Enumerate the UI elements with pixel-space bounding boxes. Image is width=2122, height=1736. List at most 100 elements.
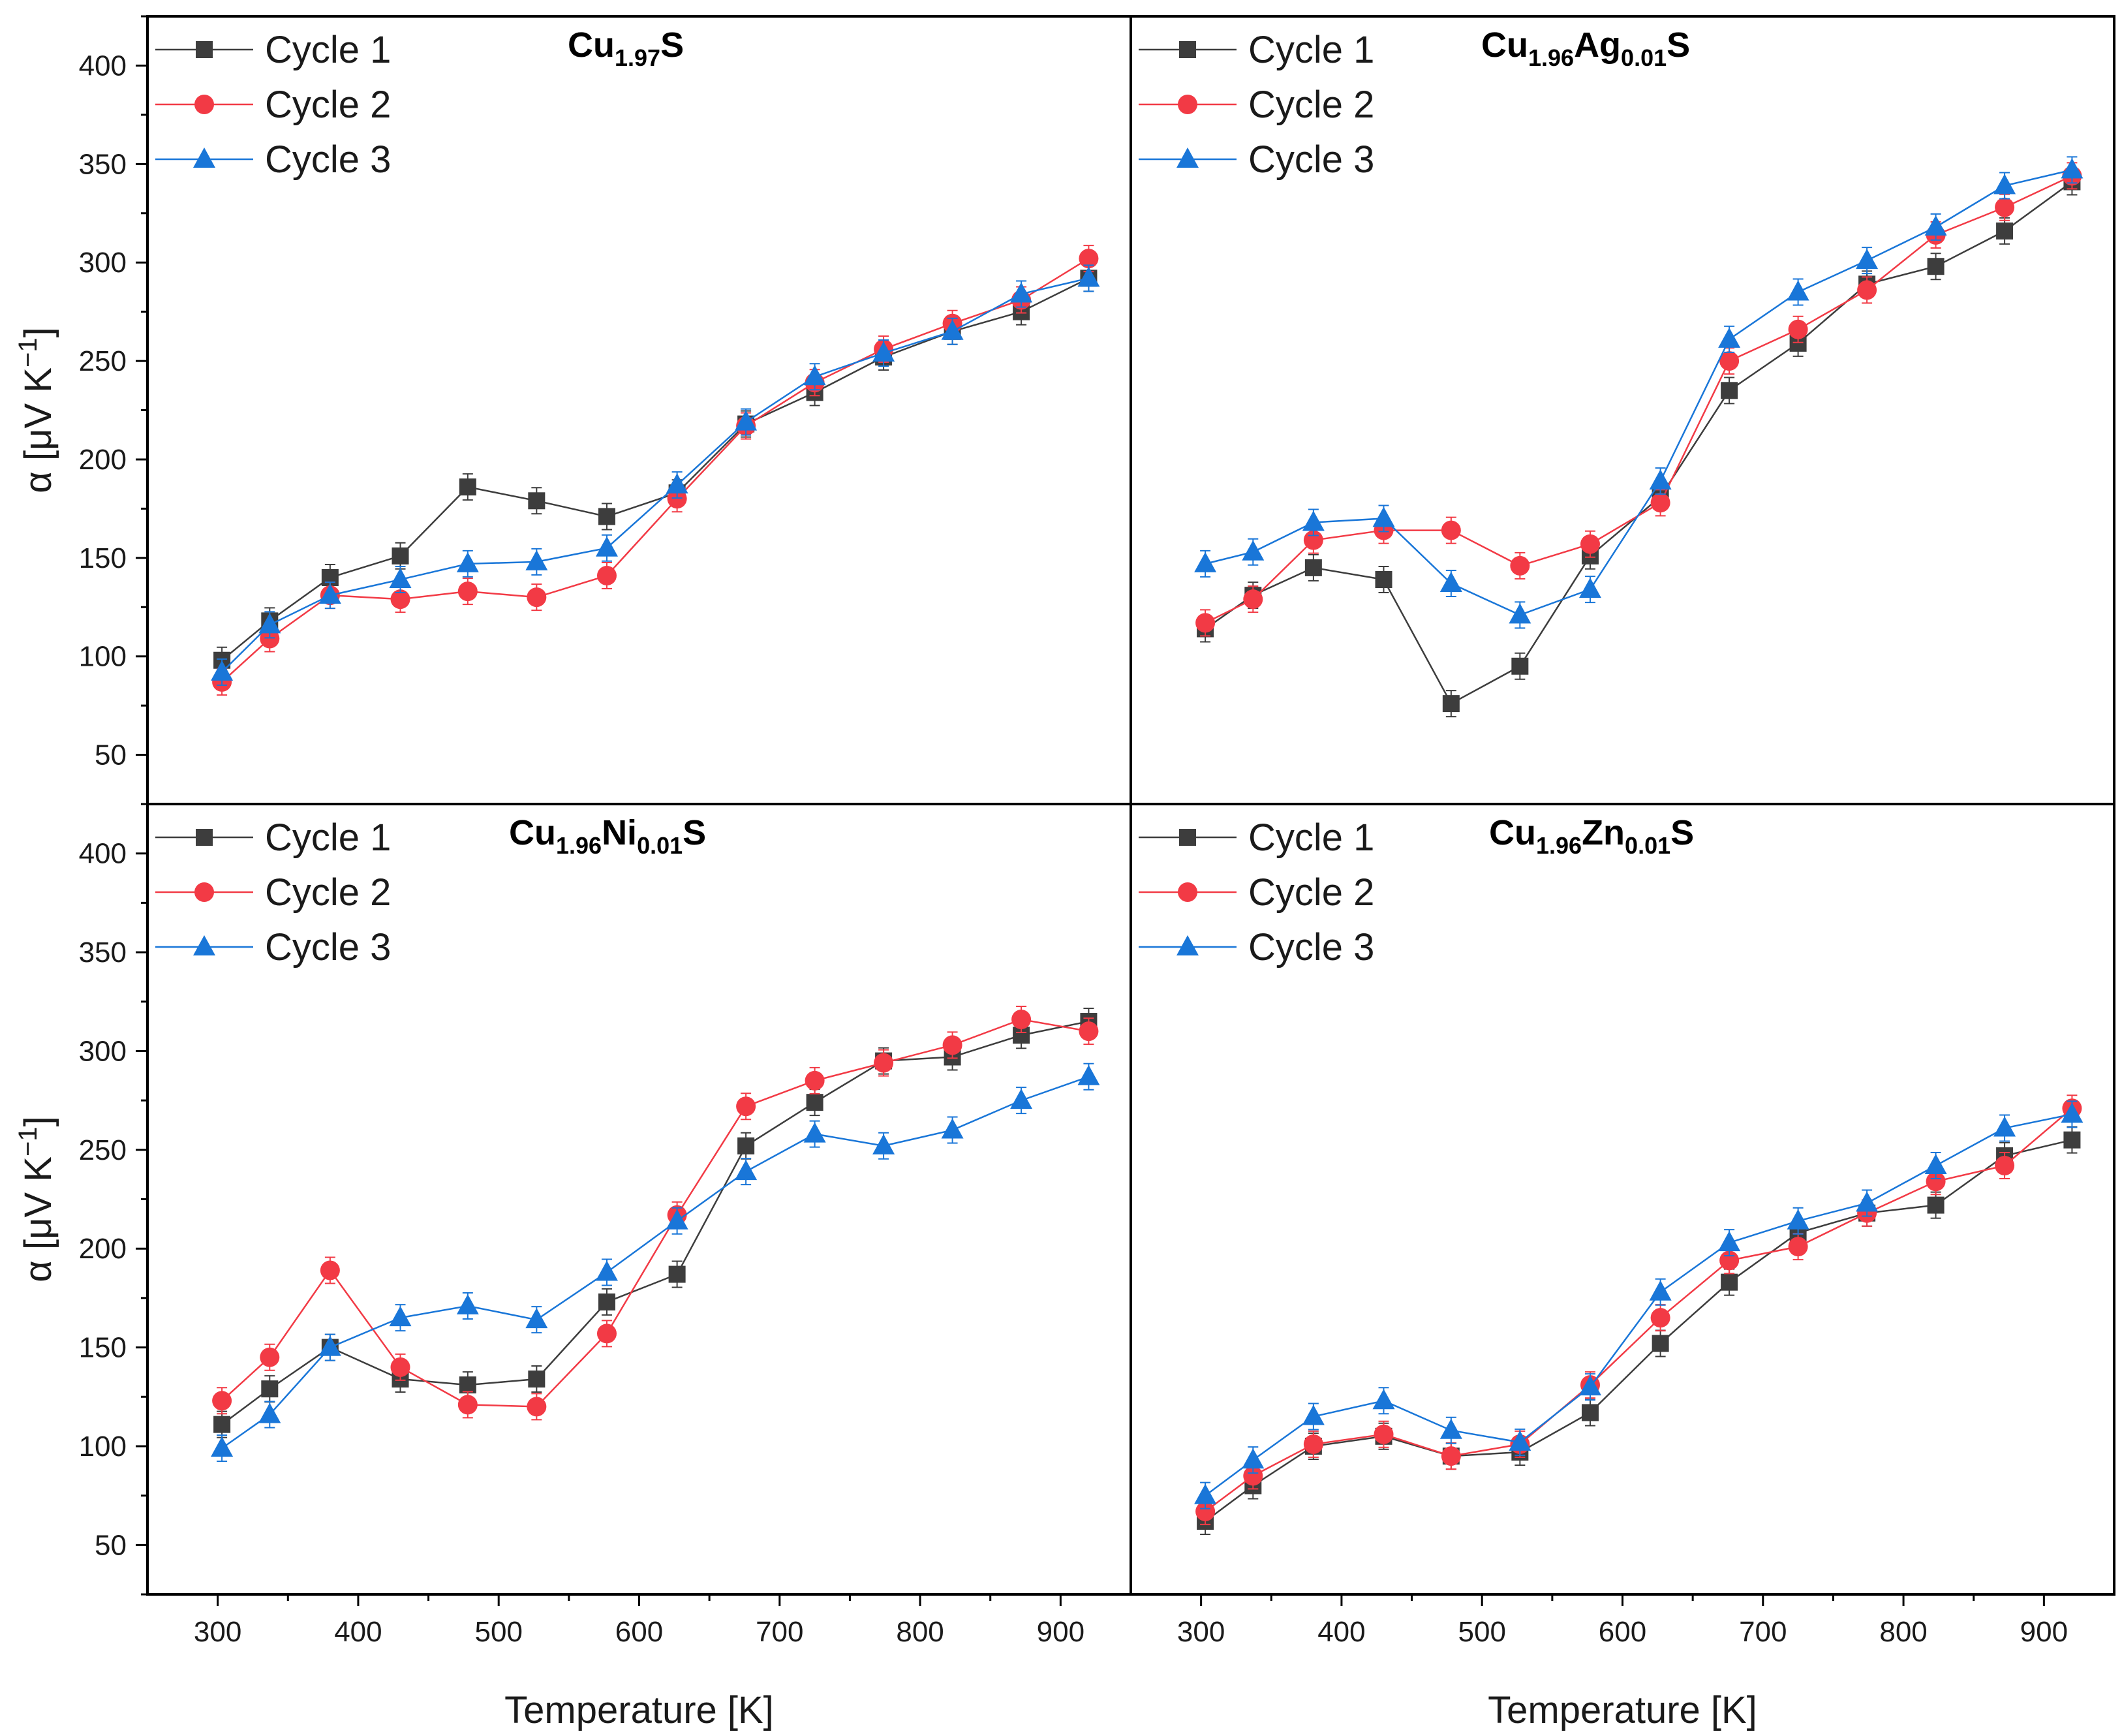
data-point bbox=[525, 550, 548, 570]
series-line bbox=[1205, 1139, 2072, 1522]
data-point bbox=[390, 1357, 410, 1377]
data-point bbox=[1442, 695, 1460, 713]
data-point bbox=[1441, 520, 1461, 540]
data-point bbox=[1719, 351, 1740, 371]
data-point bbox=[1372, 1389, 1395, 1410]
legend-marker bbox=[193, 147, 215, 168]
data-point bbox=[2061, 1102, 2084, 1123]
data-point bbox=[1652, 1335, 1669, 1352]
data-point bbox=[389, 1306, 412, 1327]
data-point bbox=[1077, 1064, 1100, 1085]
data-point bbox=[1010, 282, 1033, 303]
data-point bbox=[1993, 1116, 2016, 1137]
legend-label: Cycle 1 bbox=[1248, 29, 1374, 71]
data-point bbox=[667, 489, 687, 509]
x-tick-label: 700 bbox=[756, 1616, 803, 1648]
data-point bbox=[1242, 1448, 1265, 1469]
series-line bbox=[1205, 1113, 2072, 1496]
data-point bbox=[456, 1294, 479, 1314]
data-point bbox=[1243, 1466, 1263, 1486]
series-2 bbox=[1195, 162, 2082, 637]
data-point bbox=[1787, 1209, 1809, 1230]
legend: Cycle 1 Cycle 2 Cycle 3 bbox=[155, 816, 391, 969]
data-point bbox=[1194, 1483, 1217, 1504]
legend-marker bbox=[1178, 95, 1197, 114]
data-point bbox=[1721, 382, 1738, 399]
data-point bbox=[1011, 1009, 1032, 1029]
data-point bbox=[1581, 1404, 1599, 1421]
data-point bbox=[527, 587, 547, 608]
plot-frame bbox=[146, 803, 1132, 1596]
data-point bbox=[598, 1293, 615, 1310]
y-tick-label: 50 bbox=[95, 1529, 127, 1561]
y-tick-label: 350 bbox=[79, 148, 127, 180]
data-point bbox=[1304, 559, 1322, 576]
data-point bbox=[1924, 215, 1947, 236]
series-3 bbox=[1194, 156, 2084, 629]
data-point bbox=[1243, 589, 1263, 610]
series-line bbox=[1205, 181, 2073, 705]
x-tick-label: 700 bbox=[1739, 1616, 1787, 1648]
data-point bbox=[736, 1096, 756, 1117]
y-tick-label: 400 bbox=[79, 838, 127, 870]
legend-marker bbox=[1179, 41, 1196, 58]
x-tick-label: 300 bbox=[194, 1616, 241, 1648]
x-tick-label: 400 bbox=[1317, 1616, 1365, 1648]
data-point bbox=[872, 1134, 895, 1155]
x-axis-title: Temperature [K] bbox=[504, 1689, 774, 1731]
panel-title: Cu1.97S bbox=[568, 25, 684, 71]
data-point bbox=[1375, 571, 1392, 589]
data-point bbox=[2061, 158, 2084, 179]
y-tick-label: 50 bbox=[95, 739, 127, 771]
data-point bbox=[1927, 1196, 1945, 1214]
data-point bbox=[1650, 493, 1670, 513]
y-axis-title: α [μV K−1] bbox=[14, 327, 59, 493]
data-point bbox=[1242, 540, 1265, 561]
x-tick-label: 400 bbox=[334, 1616, 382, 1648]
data-point bbox=[595, 1260, 618, 1281]
data-point bbox=[1010, 1089, 1033, 1109]
data-point bbox=[457, 581, 478, 602]
y-tick-label: 250 bbox=[79, 1134, 127, 1166]
series-3 bbox=[211, 1062, 1100, 1462]
panel-1: 50 100 150 200 250 300 350 400 α [μV K−1] Cycle 1… bbox=[14, 15, 1132, 805]
data-point bbox=[525, 1308, 548, 1329]
panel-title: Cu1.96Ag0.01S bbox=[1481, 25, 1690, 71]
data-point bbox=[596, 565, 617, 585]
data-point bbox=[1649, 469, 1672, 490]
legend-marker bbox=[196, 41, 213, 58]
data-point bbox=[735, 410, 758, 431]
series-line bbox=[221, 277, 1089, 673]
y-tick-label: 300 bbox=[79, 247, 127, 279]
data-point bbox=[1718, 1231, 1741, 1252]
data-point bbox=[1856, 249, 1879, 270]
data-point bbox=[1509, 1430, 1531, 1451]
data-point bbox=[1995, 1156, 2015, 1176]
data-point bbox=[1372, 506, 1395, 527]
legend-marker bbox=[1176, 935, 1199, 955]
data-point bbox=[735, 1160, 758, 1181]
data-point bbox=[874, 1053, 894, 1073]
series-line bbox=[1205, 175, 2072, 624]
series-line bbox=[221, 1020, 1089, 1425]
data-point bbox=[1927, 258, 1945, 275]
legend-label: Cycle 2 bbox=[1248, 871, 1374, 914]
data-point bbox=[260, 1347, 280, 1367]
data-point bbox=[1510, 555, 1530, 576]
legend: Cycle 1 Cycle 2 Cycle 3 bbox=[155, 29, 391, 181]
series-line bbox=[221, 258, 1090, 683]
legend-marker bbox=[193, 935, 215, 955]
data-point bbox=[528, 492, 546, 510]
data-point bbox=[258, 1403, 281, 1423]
legend: Cycle 1 Cycle 2 Cycle 3 bbox=[1139, 29, 1374, 181]
data-point bbox=[941, 1118, 964, 1139]
data-point bbox=[1195, 1501, 1216, 1521]
data-point bbox=[668, 1265, 686, 1283]
legend-marker bbox=[1176, 147, 1199, 168]
x-tick-label: 300 bbox=[1177, 1616, 1225, 1648]
legend-label: Cycle 2 bbox=[265, 871, 391, 914]
data-point bbox=[1787, 280, 1809, 301]
legend-marker bbox=[194, 95, 214, 114]
y-tick-label: 150 bbox=[79, 542, 127, 574]
